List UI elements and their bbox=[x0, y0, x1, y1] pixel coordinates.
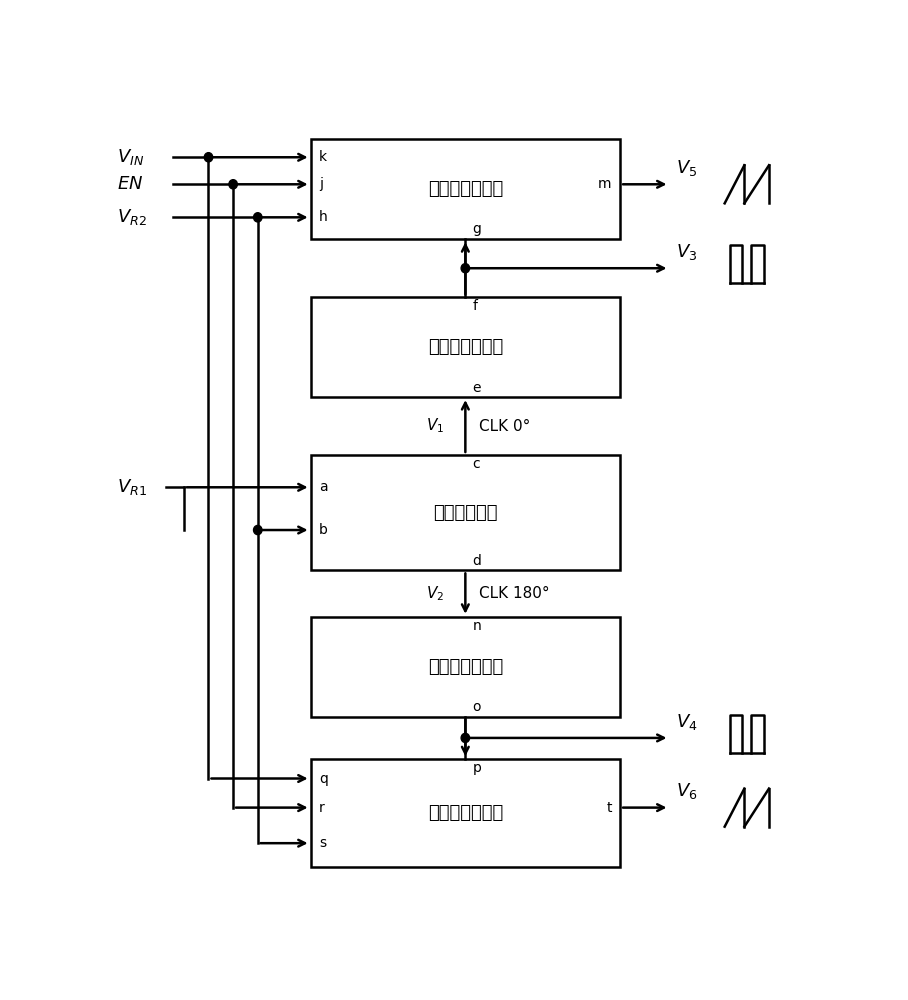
Text: h: h bbox=[319, 210, 328, 224]
Circle shape bbox=[253, 213, 262, 222]
Text: a: a bbox=[319, 480, 328, 494]
Text: $V_{R2}$: $V_{R2}$ bbox=[117, 207, 147, 227]
Circle shape bbox=[461, 733, 469, 743]
Text: $V_{IN}$: $V_{IN}$ bbox=[117, 147, 144, 167]
Text: c: c bbox=[472, 457, 480, 471]
Text: 窄脉冲产生单元: 窄脉冲产生单元 bbox=[428, 658, 503, 676]
Text: p: p bbox=[472, 761, 481, 775]
Text: e: e bbox=[472, 381, 481, 395]
Text: g: g bbox=[472, 222, 481, 235]
Text: $V_{R1}$: $V_{R1}$ bbox=[117, 477, 147, 497]
Text: t: t bbox=[607, 801, 612, 815]
Circle shape bbox=[461, 264, 469, 273]
FancyBboxPatch shape bbox=[311, 455, 620, 570]
Text: 锗齿波产生单元: 锗齿波产生单元 bbox=[428, 180, 503, 198]
Text: k: k bbox=[319, 150, 327, 164]
Text: q: q bbox=[319, 772, 328, 786]
Circle shape bbox=[253, 525, 262, 535]
Circle shape bbox=[229, 180, 237, 189]
FancyBboxPatch shape bbox=[311, 139, 620, 239]
FancyBboxPatch shape bbox=[311, 759, 620, 867]
Text: d: d bbox=[472, 554, 481, 568]
Text: o: o bbox=[472, 700, 481, 714]
Text: f: f bbox=[472, 299, 478, 313]
Text: $V_3$: $V_3$ bbox=[676, 242, 697, 262]
FancyBboxPatch shape bbox=[311, 297, 620, 397]
Text: CLK 0°: CLK 0° bbox=[479, 419, 531, 434]
Text: b: b bbox=[319, 523, 328, 537]
Text: CLK 180°: CLK 180° bbox=[479, 586, 550, 601]
Text: s: s bbox=[319, 836, 326, 850]
Text: $V_4$: $V_4$ bbox=[676, 712, 698, 732]
Text: 锗齿波产生单元: 锗齿波产生单元 bbox=[428, 804, 503, 822]
Text: $V_6$: $V_6$ bbox=[676, 781, 698, 801]
Text: 窄脉冲产生单元: 窄脉冲产生单元 bbox=[428, 338, 503, 356]
Text: 内部振荡单元: 内部振荡单元 bbox=[433, 504, 498, 522]
FancyBboxPatch shape bbox=[311, 617, 620, 717]
Text: $V_5$: $V_5$ bbox=[676, 158, 697, 178]
Text: n: n bbox=[472, 619, 481, 633]
Text: $V_1$: $V_1$ bbox=[426, 417, 444, 435]
Text: r: r bbox=[319, 801, 325, 815]
Text: $EN$: $EN$ bbox=[117, 175, 143, 193]
Circle shape bbox=[204, 153, 212, 162]
Text: j: j bbox=[319, 177, 323, 191]
Text: m: m bbox=[598, 177, 612, 191]
Text: $V_2$: $V_2$ bbox=[426, 584, 444, 603]
